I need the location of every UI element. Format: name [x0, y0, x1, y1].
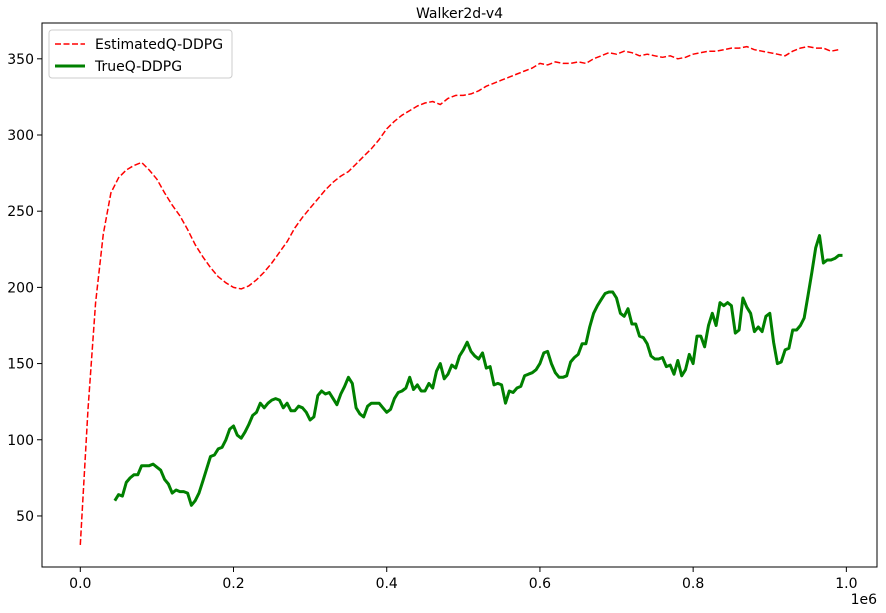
legend: EstimatedQ-DDPG TrueQ-DDPG — [48, 29, 233, 79]
x-tick-label: 0.2 — [222, 576, 244, 592]
y-tick-label: 350 — [7, 52, 34, 68]
x-tick-label: 0.6 — [529, 576, 551, 592]
series-line-trueq-ddpg — [113, 234, 843, 507]
x-tick-label: 0.0 — [69, 576, 91, 592]
series-layer — [79, 45, 843, 545]
x-tick-label: 0.8 — [682, 576, 704, 592]
y-tick-label: 250 — [7, 204, 34, 220]
legend-label: TrueQ-DDPG — [94, 59, 182, 75]
x-tick-label: 1.0 — [835, 576, 857, 592]
y-tick-label: 150 — [7, 357, 34, 373]
y-tick-label: 200 — [7, 280, 34, 296]
x-tick-label: 0.4 — [376, 576, 398, 592]
legend-box — [48, 29, 233, 79]
x-axis-offset-label: 1e6 — [851, 592, 878, 608]
chart-title: Walker2d-v4 — [416, 6, 503, 22]
x-axis: 0.0 0.2 0.4 0.6 0.8 1.0 — [69, 567, 857, 592]
plot-frame — [41, 22, 878, 568]
y-axis: 50 100 150 200 250 300 350 — [7, 52, 42, 525]
y-tick-label: 100 — [7, 433, 34, 449]
y-tick-label: 300 — [7, 128, 34, 144]
series-line-estimatedq-ddpg — [79, 45, 839, 545]
y-tick-label: 50 — [16, 509, 34, 525]
legend-label: EstimatedQ-DDPG — [95, 37, 223, 53]
